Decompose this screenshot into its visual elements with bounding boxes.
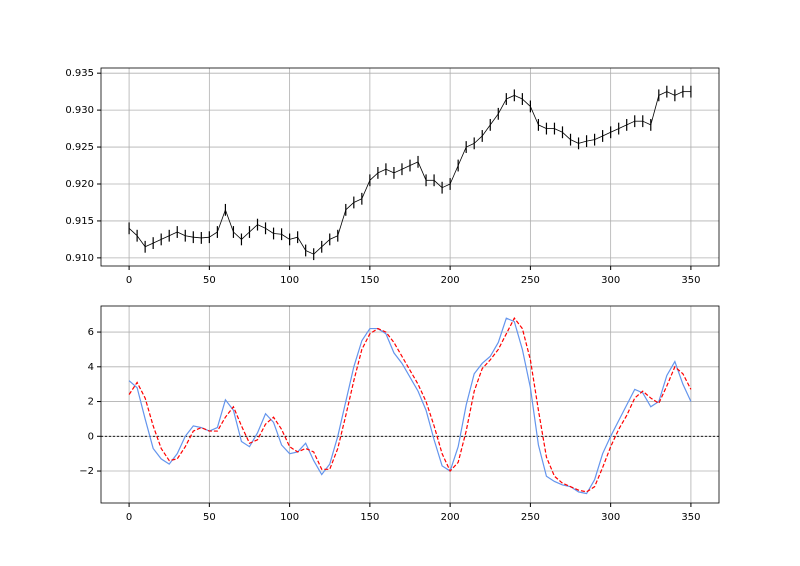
x-tick-label: 50 (203, 512, 216, 523)
y-tick-label: 0 (88, 431, 94, 442)
price-link (658, 91, 667, 96)
price-link (265, 227, 274, 234)
price-link (586, 139, 595, 142)
price-link (377, 168, 387, 174)
price-link (522, 98, 531, 107)
price-link (674, 91, 684, 96)
price-link (345, 202, 355, 211)
price-link (401, 165, 411, 170)
price-link (538, 124, 547, 129)
x-tick-label: 150 (360, 512, 379, 523)
price-link (289, 236, 298, 240)
price-link (481, 124, 491, 137)
axes-frame (100, 67, 720, 267)
price-link (305, 250, 314, 255)
price-link (217, 209, 226, 233)
price-link (570, 139, 579, 144)
price-link (185, 235, 194, 238)
price-link (169, 231, 178, 237)
price-link (128, 228, 138, 237)
price-link (642, 120, 651, 126)
price-link (554, 128, 563, 133)
price-link (153, 239, 162, 244)
price-link (225, 209, 234, 233)
x-tick-label: 50 (203, 275, 216, 286)
y-tick-label: 0.935 (65, 68, 94, 79)
x-tick-label: 0 (126, 275, 132, 286)
price-link (530, 106, 539, 126)
price-link (241, 231, 250, 240)
y-tick-label: 0.925 (65, 142, 94, 153)
price-link (201, 236, 210, 239)
price-link (489, 113, 499, 126)
price-link (466, 142, 475, 148)
price-link (136, 235, 146, 248)
y-tick-label: 0.910 (65, 253, 94, 264)
price-link (594, 135, 603, 141)
price-link (602, 131, 611, 137)
price-link (433, 180, 443, 188)
price-link (666, 91, 676, 96)
x-tick-label: 0 (126, 512, 132, 523)
price-link (257, 224, 266, 229)
price-link (233, 231, 242, 240)
price-link (497, 98, 507, 114)
x-tick-label: 250 (521, 275, 540, 286)
y-tick-label: 2 (88, 397, 94, 408)
price-link (369, 172, 379, 181)
x-tick-label: 100 (280, 512, 299, 523)
price-link (514, 94, 523, 100)
price-link (409, 161, 419, 166)
price-link (393, 168, 403, 174)
price-link (578, 140, 587, 144)
price-link (193, 236, 202, 239)
price-link (177, 231, 186, 237)
x-tick-label: 150 (360, 275, 379, 286)
price-link (297, 236, 307, 251)
y-tick-label: 0.930 (65, 105, 94, 116)
price-link (144, 242, 154, 248)
x-tick-label: 200 (441, 275, 460, 286)
price-link (249, 224, 258, 233)
x-tick-label: 300 (601, 275, 620, 286)
price-link (385, 168, 395, 174)
x-tick-label: 200 (441, 512, 460, 523)
price-link (273, 233, 282, 235)
price-link (337, 209, 347, 236)
x-tick-label: 100 (280, 275, 299, 286)
y-tick-label: 0.915 (65, 216, 94, 227)
axes-frame (100, 305, 720, 504)
price-link (209, 231, 218, 238)
price-link (441, 183, 451, 189)
price-link (449, 165, 459, 185)
price-link (473, 135, 483, 144)
x-tick-label: 350 (681, 512, 700, 523)
price-link (650, 95, 660, 125)
price-link (361, 180, 371, 199)
price-link (417, 161, 427, 181)
y-tick-label: −2 (79, 466, 94, 477)
series-line (128, 317, 692, 493)
price-link (313, 246, 322, 255)
price-link (161, 235, 170, 240)
price-link (457, 146, 467, 166)
price-link (281, 233, 290, 240)
series-line (128, 317, 692, 495)
price-link (506, 94, 515, 100)
y-tick-label: 4 (88, 362, 94, 373)
price-link (610, 128, 619, 133)
price-link (353, 198, 363, 203)
x-tick-label: 350 (681, 275, 700, 286)
y-tick-label: 0.920 (65, 179, 94, 190)
price-link (329, 235, 338, 240)
x-tick-label: 300 (601, 512, 620, 523)
price-link (618, 124, 627, 129)
y-tick-label: 6 (88, 327, 94, 338)
price-link (562, 131, 571, 140)
price-link (626, 120, 635, 126)
price-link (321, 239, 331, 248)
x-tick-label: 250 (521, 512, 540, 523)
